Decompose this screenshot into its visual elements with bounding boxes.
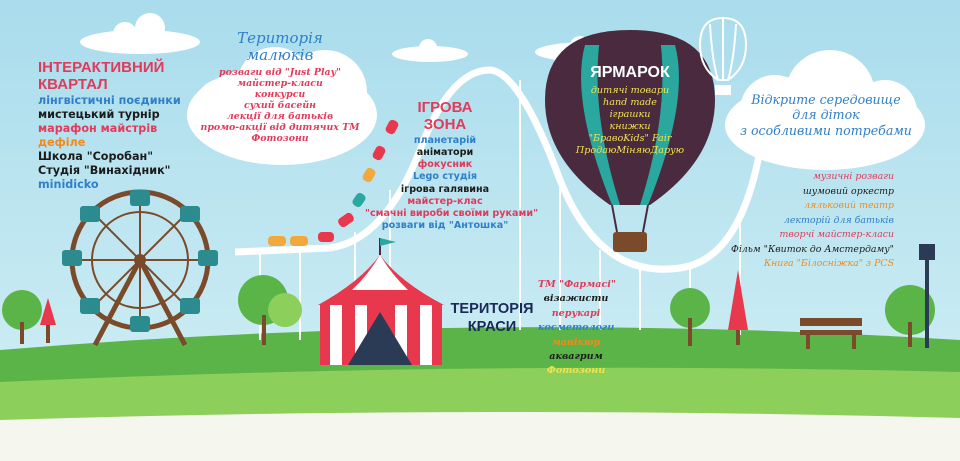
list-item: ПродаюМіняюДарую <box>575 144 685 156</box>
list-item: марафон майстрів <box>38 121 158 135</box>
list-item: лекторій для батьків <box>783 214 894 226</box>
malyunky-cloud <box>187 47 377 165</box>
list-item: Книга "Білосніжка" з PCS <box>763 258 894 270</box>
malyunky-block: Територія малюків розваги від "Just Play… <box>200 30 360 144</box>
trees <box>2 270 935 347</box>
list-item: іграшки <box>609 108 651 120</box>
vidkryte-cloud <box>725 50 925 170</box>
list-item: "БравоKids" Fair <box>588 132 672 144</box>
path-strip <box>0 411 960 461</box>
list-item: "смачні вироби своїми руками" <box>365 208 539 220</box>
roller-coaster <box>234 66 764 340</box>
list-item: мистецький турнір <box>38 107 160 121</box>
kvartal-title-2: КВАРТАЛ <box>38 75 108 93</box>
music-list: музичні розваги шумовий оркестр лялькови… <box>720 170 894 272</box>
list-item: фокусник <box>417 159 473 171</box>
kvartal-block: ІНТЕРАКТИВНИЙ КВАРТАЛ лінгвістичні поєди… <box>38 59 181 192</box>
vidkryte-line: з особливими потребами <box>740 122 912 138</box>
list-item: hand made <box>603 96 657 108</box>
list-item: ігрова галявина <box>400 183 490 195</box>
igrova-title-2: ЗОНА <box>423 115 467 133</box>
outline-balloon <box>698 16 748 95</box>
list-item: Студія "Винахідник" <box>38 163 171 177</box>
krasa-list: ТМ "Фармасі" візажисти перукарі косметол… <box>538 278 616 379</box>
yarmarok-block: ЯРМАРОК дитячі товари hand made іграшки … <box>570 64 690 157</box>
list-item: майстер-клас <box>407 195 483 207</box>
list-item: ляльковий театр <box>804 200 894 212</box>
ferris-wheel <box>62 189 218 347</box>
list-item: Lego студія <box>412 171 478 183</box>
list-item: дефіле <box>38 135 86 149</box>
list-item: сухий басейн <box>244 99 316 111</box>
list-item: промо-акції від дитячих ТМ <box>200 122 360 134</box>
street-lamp <box>919 244 935 348</box>
list-item: лекції для батьків <box>226 110 334 122</box>
vidkryte-line: Відкрите середовище <box>751 92 901 107</box>
malyunky-list: розваги від "Just Play" майстер-класи ко… <box>200 67 360 145</box>
list-item: манікюр <box>551 336 601 348</box>
list-item: розваги від "Just Play" <box>219 66 341 78</box>
krasa-title-2: КРАСИ <box>467 319 517 336</box>
list-item: Фотозони <box>546 365 606 377</box>
list-item: Школа "Соробан" <box>38 149 154 163</box>
yarmarok-list: дитячі товари hand made іграшки книжки "… <box>570 85 690 157</box>
list-item: розваги від "Антошка" <box>381 220 509 232</box>
list-item: музичні розваги <box>813 171 894 182</box>
list-item: шумовий оркестр <box>802 185 894 197</box>
list-item: ТМ "Фармасі" <box>538 279 616 290</box>
list-item: дитячі товари <box>590 84 670 96</box>
list-item: планетарій <box>413 134 477 146</box>
malyunky-title-2: малюків <box>246 45 314 64</box>
krasa-title-1: ТЕРИТОРІЯ <box>450 301 534 317</box>
kvartal-title-1: ІНТЕРАКТИВНИЙ <box>38 59 165 76</box>
list-item: конкурси <box>254 88 306 100</box>
igrova-list: планетарій аніматори фокусник Lego студі… <box>365 134 539 233</box>
list-item: аквагрим <box>549 350 603 362</box>
vidkryte-line: для діток <box>792 107 860 123</box>
list-item: творчі майстер-класи <box>779 229 894 241</box>
kvartal-list: лінгвістичні поєдинки мистецький турнір … <box>38 94 181 192</box>
list-item: Фотозони <box>251 133 309 145</box>
list-item: косметологи <box>538 322 615 334</box>
list-item: Фільм "Квиток до Амстердаму" <box>731 243 894 255</box>
list-item: візажисти <box>543 293 609 305</box>
list-item: minidicko <box>38 177 99 191</box>
circus-tent <box>318 238 444 365</box>
list-item: лінгвістичні поєдинки <box>38 93 181 107</box>
vidkryte-block: Відкрите середовище для діток з особливи… <box>728 92 924 138</box>
list-item: майстер-класи <box>237 77 323 89</box>
bench <box>800 318 862 349</box>
igrova-block: ІГРОВА ЗОНА планетарій аніматори фокусни… <box>365 99 539 233</box>
malyunky-title-1: Територія <box>237 29 323 47</box>
igrova-title-1: ІГРОВА <box>417 99 473 116</box>
list-item: книжки <box>609 120 651 132</box>
list-item: аніматори <box>416 146 474 158</box>
krasa-title: ТЕРИТОРІЯ КРАСИ <box>447 300 537 336</box>
hot-air-balloon <box>545 30 715 252</box>
list-item: перукарі <box>551 307 601 319</box>
yarmarok-title: ЯРМАРОК <box>590 64 670 81</box>
